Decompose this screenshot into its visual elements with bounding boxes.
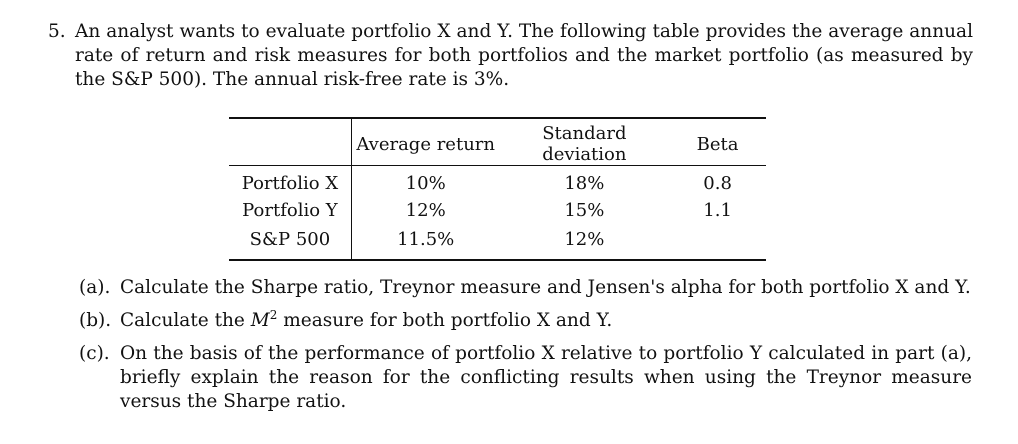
header-standard-deviation: Standard deviation — [499, 117, 670, 166]
cell-beta: 1.1 — [703, 200, 732, 221]
question-c: (c). On the basis of the performance of … — [79, 342, 972, 414]
returns-table: Average return Standard deviation Beta P… — [229, 117, 766, 261]
table-header-row: Average return Standard deviation Beta — [229, 117, 766, 166]
question-text-before: Calculate the — [120, 310, 251, 331]
problem-text: An analyst wants to evaluate portfolio X… — [75, 21, 973, 90]
row-label: Portfolio X — [229, 165, 352, 197]
cell-beta — [669, 224, 766, 261]
question-text-after: measure for both portfolio X and Y. — [277, 310, 613, 331]
cell-standard-deviation: 15% — [564, 200, 605, 221]
problem-statement: 5. An analyst wants to evaluate portfoli… — [48, 20, 973, 92]
table-row: Portfolio X 10% 18% 0.8 — [229, 165, 766, 197]
row-label: Portfolio Y — [229, 197, 352, 224]
header-beta: Beta — [669, 117, 766, 166]
cell-standard-deviation: 18% — [564, 173, 605, 194]
question-a: (a). Calculate the Sharpe ratio, Treynor… — [79, 276, 972, 300]
question-label: (a). — [79, 277, 111, 298]
question-text: On the basis of the performance of portf… — [120, 343, 972, 412]
table-row: S&P 500 11.5% 12% — [229, 224, 766, 261]
m-symbol: M — [250, 310, 270, 331]
question-text: Calculate the Sharpe ratio, Treynor meas… — [120, 277, 971, 298]
row-label: S&P 500 — [229, 224, 352, 261]
m-superscript: 2 — [269, 308, 278, 322]
question-list: (a). Calculate the Sharpe ratio, Treynor… — [79, 276, 972, 423]
question-text: Calculate the M2 measure for both portfo… — [120, 309, 972, 333]
cell-average-return: 10% — [405, 173, 446, 194]
problem-number: 5. — [48, 21, 66, 42]
table-row: Portfolio Y 12% 15% 1.1 — [229, 197, 766, 224]
question-label: (c). — [79, 343, 110, 364]
cell-beta: 0.8 — [703, 173, 732, 194]
header-empty — [229, 117, 352, 166]
question-label: (b). — [79, 310, 112, 331]
header-average-return: Average return — [351, 117, 500, 166]
cell-average-return: 12% — [405, 200, 446, 221]
cell-standard-deviation: 12% — [499, 224, 670, 261]
question-b: (b). Calculate the M2 measure for both p… — [79, 309, 972, 333]
cell-average-return: 11.5% — [351, 224, 500, 261]
